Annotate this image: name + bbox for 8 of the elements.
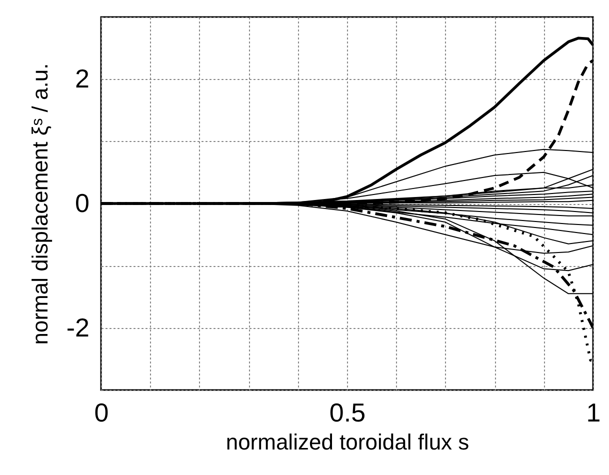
y-tick-label: -2 (66, 312, 90, 342)
y-tick-label: 0 (75, 188, 90, 218)
x-tick-label: 0 (94, 398, 109, 428)
y-tick-label: 2 (75, 64, 90, 94)
x-axis-title: normalized toroidal flux s (226, 430, 470, 454)
x-tick-label: 1 (586, 398, 601, 428)
y-axis-title: normal displacement ξˢ / a.u. (27, 63, 52, 345)
x-tick-label: 0.5 (329, 398, 366, 428)
